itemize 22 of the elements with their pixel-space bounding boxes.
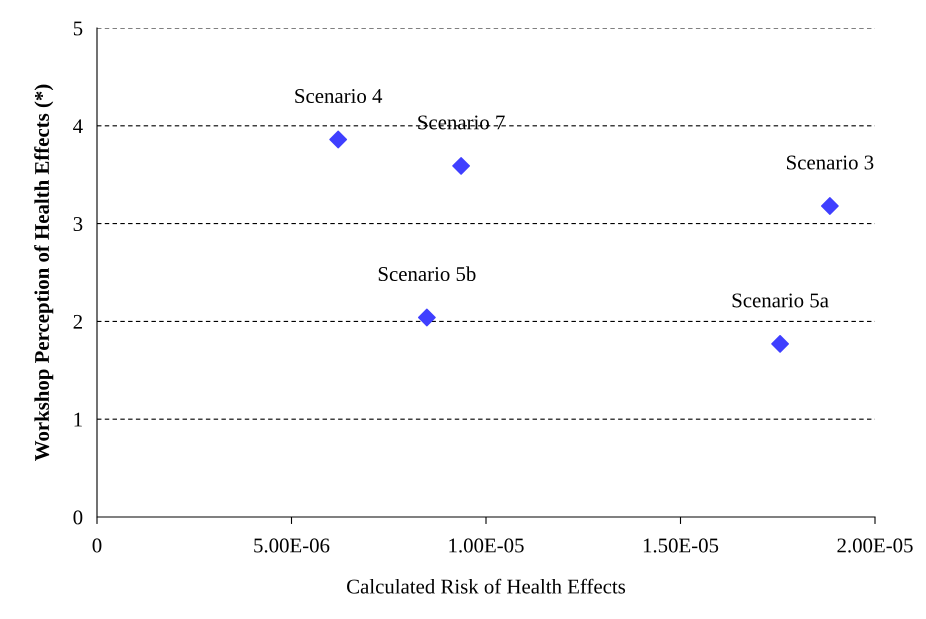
x-axis-title: Calculated Risk of Health Effects: [347, 578, 626, 594]
point: [418, 308, 436, 326]
y-tick-label: 0: [73, 510, 82, 524]
point: [820, 197, 839, 215]
point: [452, 156, 470, 175]
annotation: Scenario 4: [295, 89, 382, 104]
y-tick-label: 4: [73, 119, 83, 134]
x-tick-label: 5.00E-06: [254, 538, 330, 553]
y-tick-label: 2: [74, 314, 82, 329]
y-axis-title: Workshop Perception of Health Effects (*): [34, 84, 54, 461]
y-tick-label: 1: [74, 412, 82, 426]
point: [771, 334, 789, 353]
annotation: Scenario 3: [787, 156, 874, 170]
point: [329, 130, 348, 148]
y-tick-label: 5: [74, 22, 82, 36]
x-tick-label: 1.00E-05: [449, 538, 524, 553]
x-tick-label: 2.00E-05: [837, 538, 913, 553]
annotation: Scenario 5b: [378, 266, 476, 282]
annotation: Scenario 5a: [732, 293, 829, 308]
y-tick-label: 3: [74, 217, 82, 232]
x-tick-label: 0: [92, 538, 102, 552]
x-tick-label: 1.50E-05: [644, 538, 718, 553]
